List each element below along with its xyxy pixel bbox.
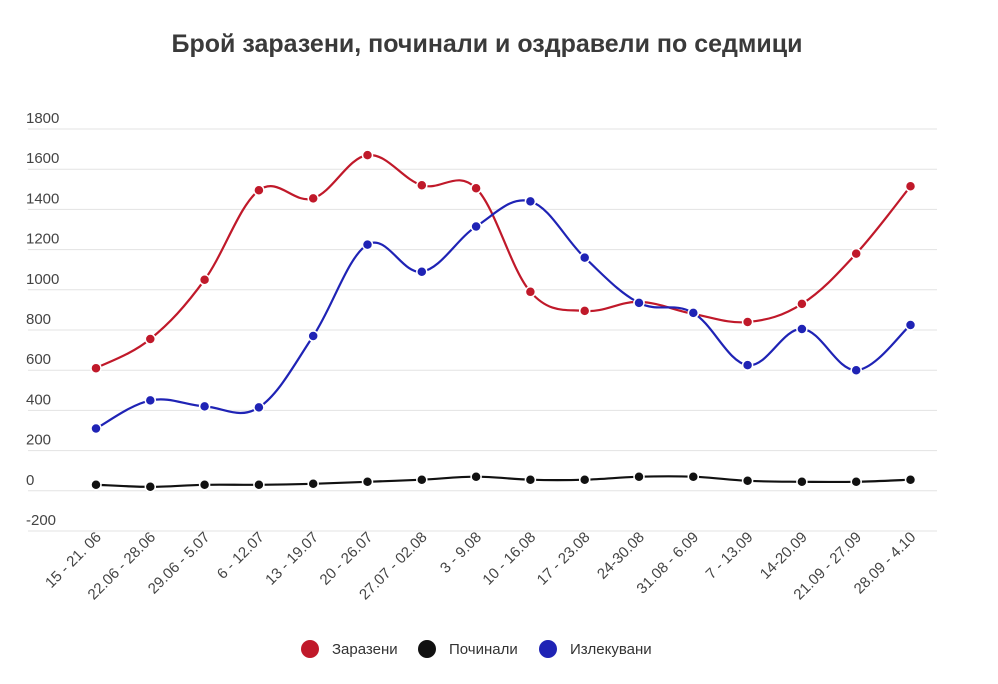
data-point bbox=[253, 479, 265, 491]
y-axis-ticks: -200 0 200 400 600 800 1000 1200 1400 1600 1800 bbox=[26, 110, 59, 529]
data-point bbox=[524, 195, 537, 208]
data-point bbox=[90, 422, 102, 435]
series-lines bbox=[90, 149, 917, 493]
legend-marker bbox=[539, 640, 557, 658]
data-point bbox=[741, 475, 754, 487]
data-point bbox=[578, 305, 591, 317]
y-tick-label: 600 bbox=[26, 351, 51, 368]
data-point bbox=[741, 359, 754, 371]
data-point bbox=[144, 481, 157, 493]
x-tick-label: 14-20.09 bbox=[757, 529, 811, 583]
data-point bbox=[416, 179, 428, 192]
data-point bbox=[796, 298, 808, 310]
data-point bbox=[850, 476, 862, 488]
data-point bbox=[741, 316, 754, 328]
data-point bbox=[144, 394, 157, 407]
data-point bbox=[253, 184, 265, 197]
series-3 bbox=[90, 195, 917, 435]
data-point bbox=[578, 251, 591, 264]
data-point bbox=[90, 479, 102, 491]
data-point bbox=[850, 364, 862, 376]
legend-item: Починали bbox=[418, 640, 518, 658]
y-tick-label: 800 bbox=[26, 311, 51, 328]
data-point bbox=[850, 247, 862, 260]
series-1 bbox=[90, 149, 917, 374]
y-tick-label: -200 bbox=[26, 512, 56, 529]
data-point bbox=[524, 473, 537, 486]
data-point bbox=[253, 401, 265, 414]
y-tick-label: 1200 bbox=[26, 231, 59, 248]
data-point bbox=[307, 478, 319, 490]
legend-marker bbox=[301, 640, 319, 658]
data-point bbox=[361, 149, 374, 161]
data-point bbox=[144, 333, 157, 345]
data-point bbox=[198, 274, 211, 286]
x-tick-label: 13 - 19.07 bbox=[262, 529, 322, 589]
y-tick-label: 1800 bbox=[26, 110, 59, 127]
chart-title: Брой заразени, починали и оздравели по с… bbox=[172, 30, 803, 58]
data-point bbox=[416, 265, 428, 278]
x-tick-label: 3 - 9.08 bbox=[437, 529, 485, 577]
data-point bbox=[470, 220, 482, 233]
legend-label: Починали bbox=[449, 641, 518, 658]
series-line bbox=[95, 475, 911, 488]
data-point bbox=[796, 476, 808, 488]
legend: Заразени Починали Излекувани bbox=[301, 640, 652, 658]
y-tick-label: 1400 bbox=[26, 190, 59, 207]
series-line bbox=[95, 153, 912, 370]
data-point bbox=[578, 473, 591, 486]
data-point bbox=[633, 470, 645, 483]
series-2 bbox=[90, 470, 917, 493]
x-tick-label: 6 - 12.07 bbox=[214, 529, 268, 583]
data-point bbox=[904, 473, 917, 486]
y-tick-label: 400 bbox=[26, 391, 51, 408]
data-point bbox=[470, 182, 482, 195]
legend-label: Заразени bbox=[332, 641, 398, 658]
data-point bbox=[361, 238, 374, 251]
x-tick-label: 17 - 23.08 bbox=[534, 529, 594, 589]
y-tick-label: 1000 bbox=[26, 271, 59, 288]
data-point bbox=[90, 362, 102, 374]
data-point bbox=[524, 286, 537, 298]
data-point bbox=[470, 470, 482, 483]
y-tick-label: 0 bbox=[26, 472, 34, 489]
x-tick-label: 7 - 13.09 bbox=[703, 529, 757, 583]
data-point bbox=[687, 470, 700, 483]
legend-item: Излекувани bbox=[539, 640, 652, 658]
data-point bbox=[198, 400, 211, 413]
data-point bbox=[796, 323, 808, 335]
grid bbox=[28, 128, 937, 532]
data-point bbox=[361, 476, 374, 488]
data-point bbox=[307, 330, 319, 342]
data-point bbox=[904, 319, 917, 331]
legend-marker bbox=[418, 640, 436, 658]
data-point bbox=[307, 192, 319, 205]
legend-label: Излекувани bbox=[570, 641, 652, 658]
y-tick-label: 1600 bbox=[26, 150, 59, 167]
data-point bbox=[633, 297, 645, 309]
legend-item: Заразени bbox=[301, 640, 398, 658]
x-tick-label: 10 - 16.08 bbox=[479, 529, 539, 589]
data-point bbox=[687, 307, 700, 319]
x-tick-label: 24-30.08 bbox=[594, 529, 648, 583]
data-point bbox=[904, 180, 917, 193]
series-line bbox=[95, 199, 912, 430]
data-point bbox=[198, 479, 211, 491]
y-tick-label: 200 bbox=[26, 432, 51, 449]
data-point bbox=[416, 473, 428, 486]
